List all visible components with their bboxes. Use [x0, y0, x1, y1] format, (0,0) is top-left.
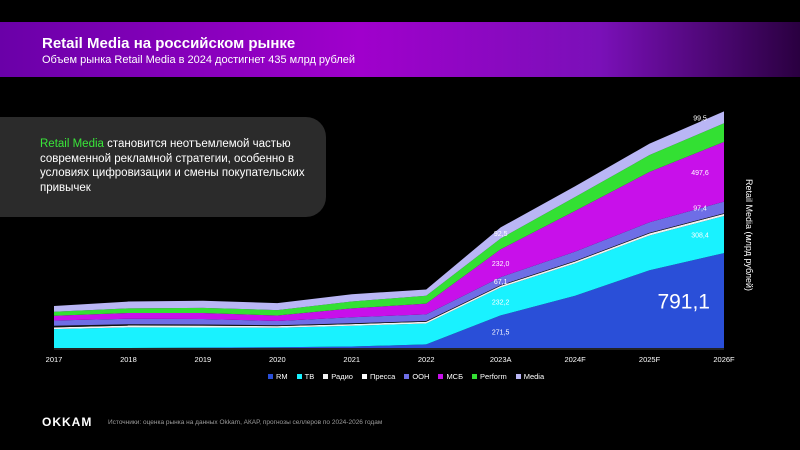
legend-swatch — [515, 374, 521, 379]
data-label: 97,4 — [693, 205, 707, 212]
data-label: 67,1 — [494, 279, 508, 286]
legend-item-rm: RM — [268, 372, 288, 381]
okkam-logo: OKKAM — [42, 415, 93, 429]
x-tick-label: 2025F — [639, 355, 661, 364]
legend-swatch — [323, 374, 329, 379]
legend-swatch — [472, 374, 478, 379]
legend-item-пресса: Пресса — [361, 372, 396, 381]
x-tick-label: 2024F — [564, 355, 586, 364]
y-axis-label: Retail Media (млрд рублей) — [744, 179, 754, 291]
x-tick-label: 2017 — [46, 355, 63, 364]
page-title: Retail Media на российском рынке — [42, 35, 296, 52]
legend-swatch — [404, 374, 410, 379]
x-tick-label: 2022 — [418, 355, 435, 364]
data-label: 271,5 — [492, 330, 510, 337]
data-label: 232,2 — [492, 299, 510, 306]
x-tick-label: 2018 — [120, 355, 137, 364]
data-label: 308,4 — [691, 233, 709, 240]
x-tick-label: 2019 — [195, 355, 212, 364]
legend-label: RM — [276, 372, 288, 381]
data-label: 92,5 — [494, 231, 508, 238]
callout-accent: Retail Media — [40, 138, 104, 150]
legend-label: OOH — [412, 372, 430, 381]
legend-item-perform: Perform — [472, 372, 507, 381]
legend-label: ТВ — [304, 372, 315, 381]
area-мсб — [54, 141, 724, 321]
x-tick-label: 2023A — [490, 355, 512, 364]
legend-swatch — [438, 374, 444, 379]
data-label: 99,5 — [693, 115, 707, 122]
legend-item-ooh: OOH — [404, 372, 429, 381]
x-tick-label: 2021 — [343, 355, 360, 364]
legend-label: Радио — [331, 372, 353, 381]
callout-body: становится неотъемлемой частью современн… — [40, 138, 305, 194]
area-rm — [54, 253, 724, 348]
legend-item-радио: Радио — [323, 372, 353, 381]
legend-swatch — [268, 374, 273, 379]
x-tick-label: 2020 — [269, 355, 286, 364]
x-tick-label: 2026F — [713, 355, 735, 364]
rm-total-label: 791,1 — [657, 291, 710, 314]
callout-text: Retail Media становится неотъемлемой час… — [40, 137, 320, 195]
source-note: Источники: оценка рынка на данных Okkam,… — [108, 419, 383, 426]
legend-item-media: Media — [515, 372, 545, 381]
legend-label: Пресса — [369, 372, 396, 381]
legend-swatch — [361, 374, 367, 379]
legend-label: Media — [523, 372, 545, 381]
page-subtitle: Объем рынка Retail Media в 2024 достигне… — [42, 54, 356, 66]
data-label: 232,0 — [492, 261, 510, 268]
legend-swatch — [296, 374, 302, 379]
chart-legend: RM ТВ Радио Пресса OOH МСБ Perform Media — [268, 372, 544, 381]
area-тв — [54, 216, 724, 348]
callout-box — [0, 117, 326, 217]
header-banner — [0, 22, 800, 77]
data-label: 497,6 — [691, 170, 709, 177]
legend-label: МСБ — [446, 372, 464, 381]
legend-item-тв: ТВ — [296, 372, 315, 381]
legend-item-мсб: МСБ — [438, 372, 463, 381]
legend-label: Perform — [480, 372, 507, 381]
